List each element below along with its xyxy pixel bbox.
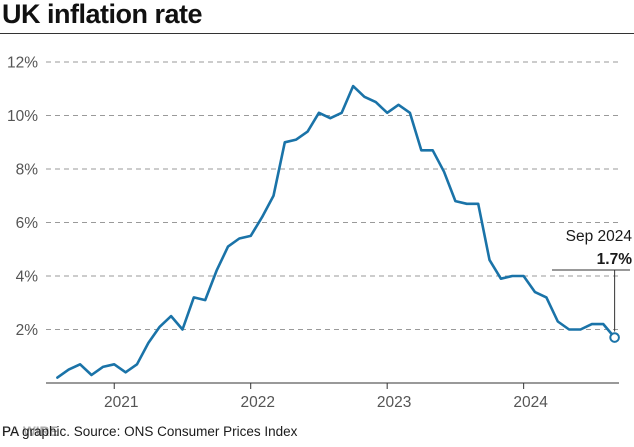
y-tick-label: 8%	[16, 162, 39, 179]
y-tick-label: 2%	[16, 322, 39, 339]
x-tick-label: 2023	[377, 394, 411, 411]
data-points	[56, 85, 615, 379]
chart-title: UK inflation rate	[2, 0, 203, 29]
y-tick-label: 12%	[7, 55, 38, 72]
x-ticks	[113, 383, 525, 389]
latest-point-marker	[609, 332, 620, 343]
annotation-value-label: 1.7%	[597, 251, 633, 268]
annotation-date-label: Sep 2024	[566, 228, 633, 245]
y-tick-labels: 2% 4% 6% 8% 10% 12%	[7, 55, 38, 340]
x-tick-label: 2024	[513, 394, 548, 411]
y-tick-label: 10%	[7, 108, 38, 125]
credit-watermark: PA WIRE	[2, 424, 59, 439]
latest-annotation: Sep 2024 1.7%	[552, 228, 633, 343]
x-tick-label: 2022	[240, 394, 274, 411]
x-tick-label: 2021	[104, 394, 138, 411]
x-tick-labels: 2021 2022 2023 2024	[104, 394, 548, 411]
y-tick-label: 4%	[16, 269, 39, 286]
inflation-series-line	[56, 84, 616, 379]
title-rule	[0, 33, 634, 34]
source-note: PA graphic. Source: ONS Consumer Prices …	[2, 424, 298, 439]
y-tick-label: 6%	[16, 215, 39, 232]
